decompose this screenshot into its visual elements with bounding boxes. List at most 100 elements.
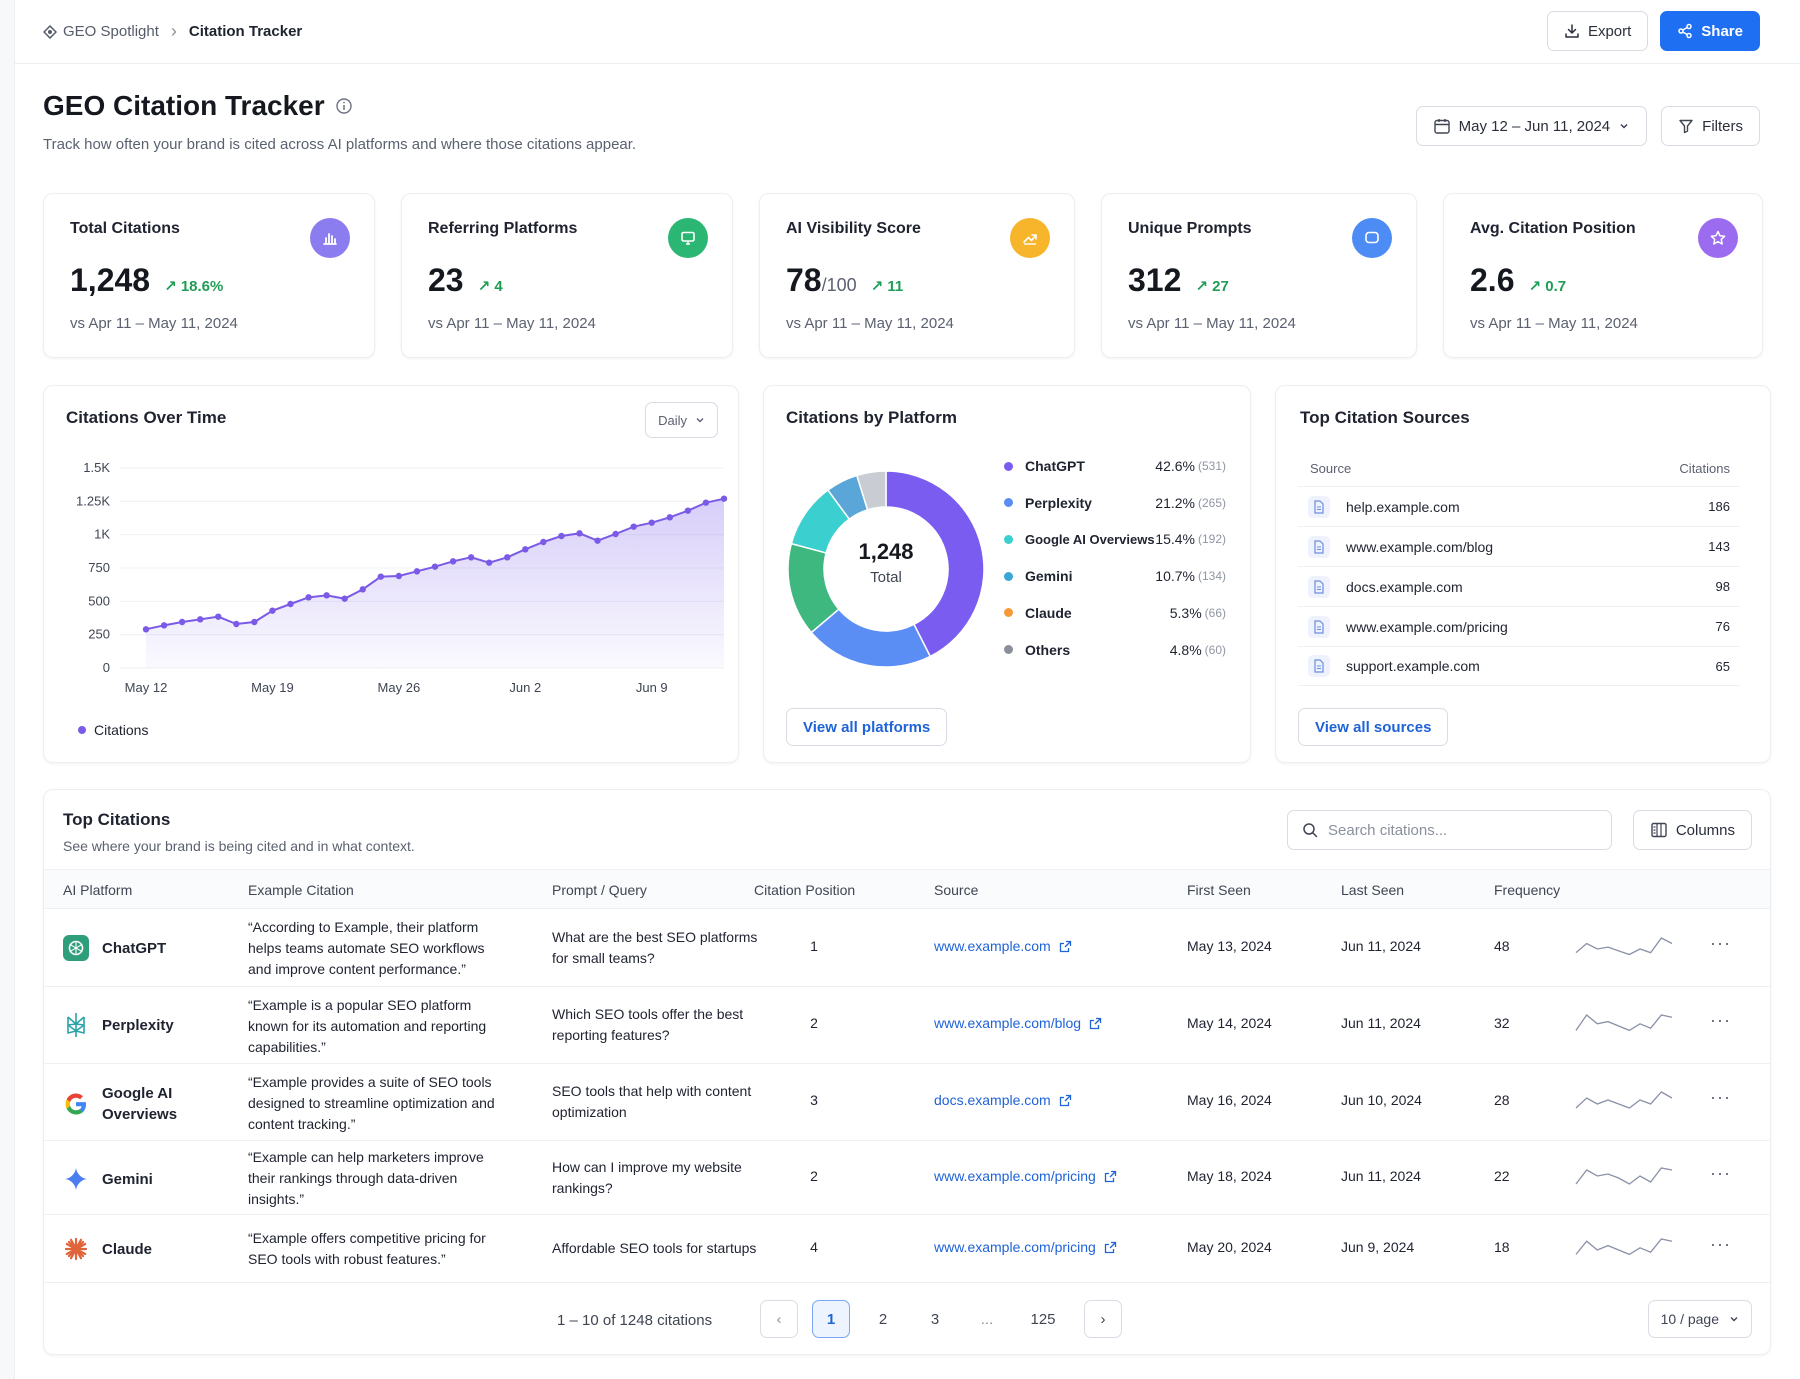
kpi-label: AI Visibility Score — [786, 220, 921, 237]
more-actions-icon[interactable]: ··· — [1710, 1163, 1731, 1183]
source-link[interactable]: www.example.com/pricing — [934, 1168, 1117, 1184]
platform-name: Claude — [102, 1240, 153, 1258]
table-row[interactable]: ChatGPT “According to Example, their pla… — [44, 909, 1770, 987]
col-ai-platform[interactable]: AI Platform — [63, 882, 133, 898]
data-point — [142, 626, 150, 633]
pagination: 1 – 10 of 1248 citations ‹ 1 2 3 ... 125… — [44, 1286, 1770, 1354]
top-citations-title: Top Citations — [63, 810, 171, 829]
page-1-button[interactable]: 1 — [812, 1300, 850, 1338]
citation-position: 3 — [810, 1092, 818, 1108]
export-button[interactable]: Export — [1546, 11, 1649, 51]
data-point — [305, 594, 312, 601]
breadcrumb-root[interactable]: GEO Spotlight — [43, 23, 159, 40]
frequency: 22 — [1494, 1168, 1510, 1184]
more-actions-icon[interactable]: ··· — [1710, 1010, 1731, 1030]
citation-quote: “Example can help marketers improve thei… — [248, 1149, 484, 1207]
legend-percent: 42.6% — [1155, 458, 1195, 474]
legend-item[interactable]: Perplexity 21.2% (265) — [1004, 495, 1226, 511]
legend-label: ChatGPT — [1025, 458, 1085, 474]
date-range-picker[interactable]: May 12 – Jun 11, 2024 — [1415, 106, 1648, 146]
view-all-platforms-button[interactable]: View all platforms — [786, 708, 948, 746]
legend-dot — [1004, 498, 1013, 508]
citation-position: 4 — [810, 1239, 818, 1255]
citation-position: 2 — [810, 1168, 818, 1184]
top-citations-card: Top Citations See where your brand is be… — [43, 789, 1771, 1355]
prev-page-button[interactable]: ‹ — [760, 1300, 798, 1338]
table-row[interactable]: Google AI Overviews “Example provides a … — [44, 1064, 1770, 1141]
source-count: 143 — [1708, 539, 1730, 554]
sparkline-path — [1575, 937, 1673, 956]
more-actions-icon[interactable]: ··· — [1710, 1087, 1731, 1107]
col-citation-position[interactable]: Citation Position — [754, 882, 856, 898]
legend-item[interactable]: Google AI Overviews 15.4% (192) — [1004, 531, 1226, 547]
data-point — [467, 554, 475, 561]
source-row[interactable]: support.example.com 65 — [1298, 646, 1740, 686]
source-link[interactable]: www.example.com — [934, 938, 1072, 954]
table-row[interactable]: Claude “Example offers competitive prici… — [44, 1215, 1770, 1283]
legend-count: (265) — [1197, 495, 1226, 510]
x-tick-label: Jun 2 — [509, 680, 541, 695]
x-tick-label: May 26 — [378, 680, 421, 695]
data-point — [720, 495, 728, 502]
source-row[interactable]: docs.example.com 98 — [1298, 566, 1740, 606]
frequency: 18 — [1494, 1239, 1510, 1255]
page-3-button[interactable]: 3 — [930, 1310, 940, 1328]
kpi-referring-platforms: Referring Platforms 23 ↗ 4 vs Apr 11 – Ma… — [401, 193, 733, 358]
external-link-icon — [1104, 1241, 1116, 1253]
page-2-button[interactable]: 2 — [878, 1310, 888, 1328]
col-prompt-query[interactable]: Prompt / Query — [552, 882, 647, 898]
date-range-label: May 12 – Jun 11, 2024 — [1458, 117, 1611, 135]
share-button[interactable]: Share — [1660, 11, 1760, 51]
granularity-select[interactable]: Daily — [645, 402, 718, 438]
page-header: GEO Citation Tracker Track how often you… — [43, 90, 636, 153]
more-actions-icon[interactable]: ··· — [1710, 933, 1731, 953]
col-frequency[interactable]: Frequency — [1494, 882, 1561, 898]
x-tick-label: May 12 — [125, 680, 168, 695]
kpi-delta-value: 18.6% — [180, 278, 224, 295]
page-125-button[interactable]: 125 — [1030, 1310, 1056, 1328]
table-row[interactable]: Perplexity “Example is a popular SEO pla… — [44, 987, 1770, 1064]
source-row[interactable]: www.example.com/pricing 76 — [1298, 606, 1740, 646]
info-icon[interactable] — [335, 97, 353, 115]
kpi-avg-citation-position: Avg. Citation Position 2.6 ↗ 0.7 vs Apr 1… — [1443, 193, 1763, 358]
col-example-citation[interactable]: Example Citation — [248, 882, 354, 898]
columns-button[interactable]: Columns — [1632, 810, 1752, 850]
per-page-select[interactable]: 10 / page — [1647, 1300, 1752, 1338]
source-row[interactable]: www.example.com/blog 143 — [1298, 526, 1740, 566]
col-first-seen[interactable]: First Seen — [1187, 882, 1251, 898]
source-link[interactable]: docs.example.com — [934, 1092, 1072, 1108]
search-icon — [1303, 823, 1318, 838]
top-citations-subtitle: See where your brand is being cited and … — [63, 838, 415, 854]
area-fill — [146, 498, 724, 668]
search-citations-input[interactable]: Search citations... — [1287, 810, 1612, 850]
legend-dot — [1004, 461, 1013, 471]
page-title: GEO Citation Tracker — [43, 90, 636, 122]
legend-item[interactable]: ChatGPT 42.6% (531) — [1004, 458, 1226, 474]
first-seen: May 20, 2024 — [1187, 1239, 1272, 1255]
export-label: Export — [1587, 22, 1632, 40]
next-page-button[interactable]: › — [1084, 1300, 1122, 1338]
col-last-seen[interactable]: Last Seen — [1341, 882, 1405, 898]
source-link[interactable]: www.example.com/blog — [934, 1015, 1102, 1031]
source-link[interactable]: www.example.com/pricing — [934, 1239, 1117, 1255]
legend-item[interactable]: Claude 5.3% (66) — [1004, 605, 1226, 621]
x-tick-label: Jun 9 — [636, 680, 668, 695]
view-all-sources-button[interactable]: View all sources — [1298, 708, 1449, 746]
filters-button[interactable]: Filters — [1661, 106, 1760, 146]
sources-table: Source Citations help.example.com 186 www… — [1298, 461, 1740, 686]
source-name: docs.example.com — [1346, 578, 1463, 595]
more-actions-icon[interactable]: ··· — [1710, 1234, 1731, 1254]
legend-percent: 10.7% — [1155, 568, 1195, 585]
legend-label: Google AI Overviews — [1025, 531, 1155, 547]
claude-icon — [62, 1235, 90, 1263]
source-link-text: www.example.com — [934, 938, 1051, 954]
chat-icon — [1352, 218, 1392, 258]
top-citation-sources-card: Top Citation Sources Source Citations he… — [1275, 385, 1771, 763]
source-row[interactable]: help.example.com 186 — [1298, 486, 1740, 526]
sources-col-citations: Citations — [1679, 461, 1730, 476]
legend-item[interactable]: Others 4.8% (60) — [1004, 642, 1226, 658]
legend-item[interactable]: Gemini 10.7% (134) — [1004, 568, 1226, 584]
last-seen: Jun 9, 2024 — [1341, 1239, 1415, 1255]
col-source[interactable]: Source — [934, 882, 979, 898]
table-row[interactable]: Gemini “Example can help marketers impro… — [44, 1141, 1770, 1215]
